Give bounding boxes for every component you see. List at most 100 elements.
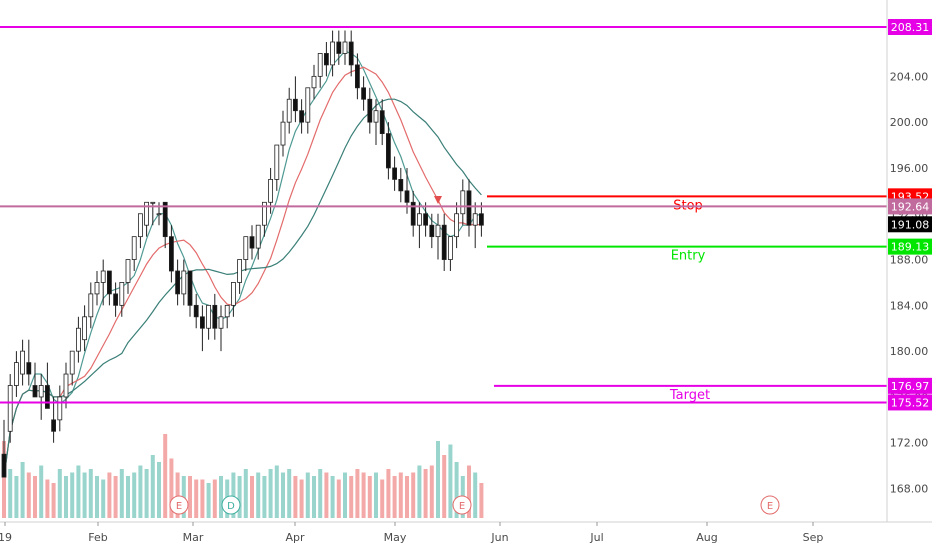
candle-body: [51, 419, 56, 432]
candle-body: [466, 190, 472, 226]
candle: [249, 225, 255, 260]
price-tag-box: [888, 198, 932, 215]
volume-bar: [150, 455, 155, 518]
event-marker[interactable]: E: [169, 495, 189, 515]
price-tick-label: 200.00: [890, 116, 929, 129]
volume-bar: [126, 476, 130, 518]
candle-body: [45, 385, 50, 409]
volume-bar: [411, 472, 416, 518]
volume-bar: [429, 465, 434, 518]
candle-body: [82, 316, 87, 341]
price-tag-label: 191.08: [891, 218, 930, 231]
event-marker[interactable]: E: [452, 495, 472, 515]
volume-bar: [169, 458, 174, 518]
candle: [243, 236, 249, 271]
price-tag-box: [888, 238, 932, 255]
event-circle: [221, 495, 241, 515]
volume-bar: [336, 479, 341, 518]
candle: [94, 270, 100, 306]
price-tag: 192.64: [888, 198, 932, 215]
candle-body: [404, 190, 410, 203]
volume-bar: [107, 472, 112, 518]
moving-average-line: [3, 50, 482, 478]
volume-bar: [318, 469, 323, 518]
candle-body: [429, 224, 435, 238]
volume-bar: [473, 472, 478, 518]
candle: [342, 30, 348, 65]
candle-body: [230, 282, 236, 306]
volume-bar: [343, 472, 347, 518]
volume-bar: [454, 462, 459, 518]
candle-body: [13, 362, 19, 386]
volume-bar: [423, 469, 428, 518]
candle: [57, 385, 63, 432]
candle-body: [131, 236, 137, 260]
price-tag-box: [888, 19, 932, 35]
candle: [206, 304, 212, 340]
time-axis[interactable]: 19 Feb Mar Apr May Jun Jul Aug Sep: [0, 522, 823, 544]
candle: [13, 351, 19, 397]
candle-body: [144, 201, 150, 226]
volume-bar: [312, 476, 316, 518]
volume-bar: [212, 479, 217, 518]
candle: [125, 259, 131, 294]
candle: [398, 167, 404, 203]
candle: [107, 270, 112, 306]
candle: [1, 419, 7, 478]
candle-body: [76, 327, 81, 352]
candle: [82, 305, 87, 352]
candle-body: [410, 201, 416, 226]
price-tag: 176.97: [888, 377, 932, 394]
volume-bar: [175, 472, 180, 518]
candle: [274, 144, 280, 191]
volume-bar: [138, 465, 143, 518]
event-label: D: [227, 501, 235, 512]
candle-body: [373, 110, 379, 123]
candle-body: [193, 304, 199, 318]
price-tag: 175.52: [888, 394, 932, 411]
candle: [423, 202, 429, 237]
candle-body: [416, 213, 422, 226]
candle: [367, 87, 373, 134]
candle: [292, 76, 298, 123]
candle: [410, 190, 416, 237]
price-tag: 189.13: [888, 238, 932, 255]
candle-body: [150, 201, 156, 204]
price-tags: 208.31193.52192.64189.13176.97175.52191.…: [888, 19, 932, 411]
volume-bar: [219, 476, 223, 518]
candle-body: [342, 41, 348, 54]
price-axis[interactable]: 168.00172.00176.00180.00184.00188.00192.…: [890, 25, 929, 496]
price-tick-label: 184.00: [890, 299, 929, 312]
event-marker[interactable]: E: [760, 495, 780, 515]
candle: [299, 99, 305, 134]
price-level-label: Entry: [671, 249, 706, 264]
candle-body: [187, 270, 193, 306]
volume-bar: [144, 469, 149, 518]
candle: [317, 53, 323, 88]
volume-bar: [293, 476, 298, 518]
candle: [261, 201, 267, 237]
candle-body: [348, 41, 354, 66]
volume-bar: [349, 476, 354, 518]
candle: [119, 282, 125, 317]
candle: [330, 30, 336, 77]
volume-bar: [355, 469, 360, 518]
candle: [187, 270, 193, 317]
event-marker[interactable]: D: [221, 495, 241, 515]
candle: [63, 362, 69, 409]
candle: [385, 122, 391, 180]
price-level-label: Target: [669, 388, 710, 403]
volume-bar: [467, 465, 471, 518]
volume-bar: [26, 472, 31, 518]
volume-bar: [39, 465, 44, 518]
volume-bar: [51, 483, 56, 518]
candle-body: [305, 87, 311, 123]
candle-body: [125, 259, 131, 283]
price-tag-box: [888, 377, 932, 394]
candle-body: [292, 98, 298, 112]
volume-bar: [367, 476, 372, 518]
volume-bars: [2, 434, 484, 518]
candle: [466, 179, 472, 237]
price-tag-label: 176.97: [891, 380, 930, 393]
